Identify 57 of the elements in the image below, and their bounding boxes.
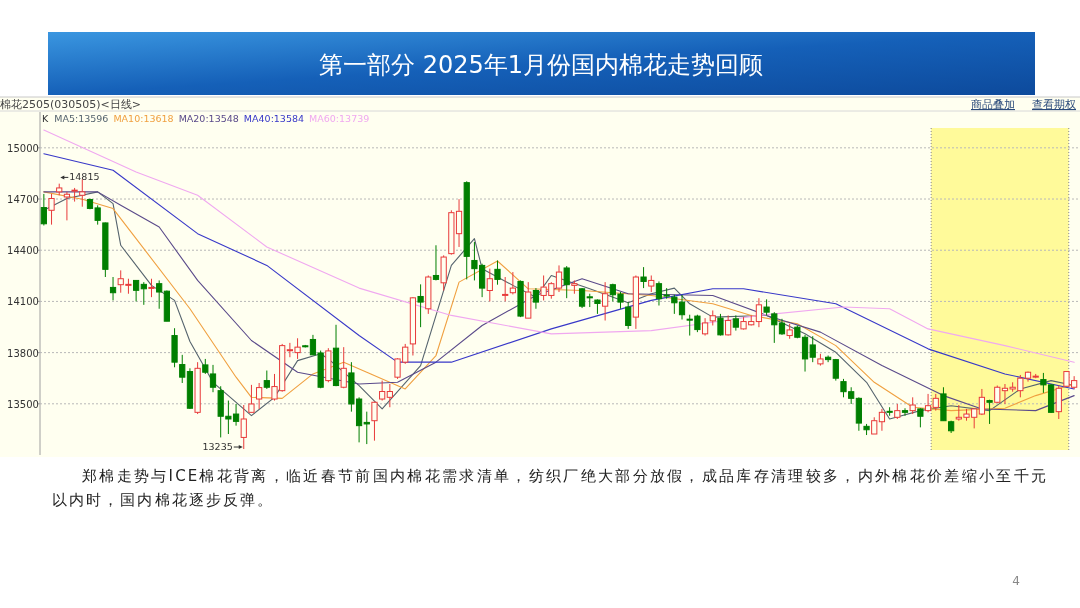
candlestick: [625, 301, 632, 330]
y-tick-label: 15000: [7, 142, 39, 154]
y-tick-label: 13800: [7, 347, 39, 359]
candlestick: [248, 384, 255, 413]
text: 棉花2505(030505)<日线>: [0, 98, 142, 111]
candlestick: [156, 279, 163, 310]
candlestick: [901, 407, 909, 417]
candlestick: [494, 259, 501, 286]
candlestick: [340, 346, 347, 389]
candlestick: [725, 314, 732, 337]
candlestick: [148, 278, 155, 298]
text: 查看期权: [1032, 98, 1076, 111]
candlestick: [640, 266, 647, 289]
legend-title: K: [42, 113, 49, 124]
candlestick: [563, 265, 570, 299]
line-series: [43, 129, 1075, 363]
text: 商品叠加: [971, 98, 1015, 111]
candlestick: [509, 271, 516, 295]
candlestick: [1055, 385, 1062, 420]
candlestick: [986, 399, 993, 425]
candlestick: [432, 244, 440, 281]
annotation: 14815: [69, 171, 100, 183]
candlestick: [978, 388, 985, 416]
candlestick: [755, 297, 763, 328]
candlestick: [63, 191, 71, 221]
candlestick: [717, 313, 724, 337]
candlestick: [379, 380, 386, 402]
text: 郑棉走势与ICE棉花背离，临近春节前国内棉花需求清单，纺织厂绝大部分放假，成品库存清理较多，内外棉花价差缩小至千元以内时，国内棉花逐步反弹。: [52, 466, 1048, 511]
candlestick: [502, 276, 509, 302]
candlestick: [917, 407, 924, 428]
candlestick: [602, 281, 609, 322]
annotation: 13235: [202, 441, 233, 453]
candlestick: [209, 364, 217, 393]
candlestick: [240, 404, 247, 450]
candlestick: [133, 279, 140, 302]
candlestick: [109, 276, 117, 301]
text: MA5:13596: [54, 113, 109, 124]
text: 4: [1012, 574, 1020, 588]
candlestick: [486, 268, 493, 302]
y-tick-label: 13500: [7, 398, 39, 410]
text: MA20:13548: [178, 113, 239, 124]
candlestick: [363, 411, 370, 445]
text: MA40:13584: [243, 113, 305, 124]
text: MA10:13618: [113, 113, 174, 124]
candlestick: [263, 370, 270, 390]
y-tick-label: 14700: [7, 194, 39, 206]
candlestick: [140, 281, 147, 306]
candlestick: [417, 283, 424, 328]
y-tick-label: 14400: [7, 245, 39, 257]
candlestick: [532, 287, 540, 310]
text: MA60:13739: [309, 113, 370, 124]
chart-title: 第一部分 2025年1月份国内棉花走势回顾: [319, 51, 763, 79]
candlestick: [371, 401, 378, 442]
y-tick-label: 14100: [7, 296, 39, 308]
candlestick: [256, 382, 263, 410]
candlestick: [48, 193, 55, 226]
candlestick: [386, 383, 393, 408]
